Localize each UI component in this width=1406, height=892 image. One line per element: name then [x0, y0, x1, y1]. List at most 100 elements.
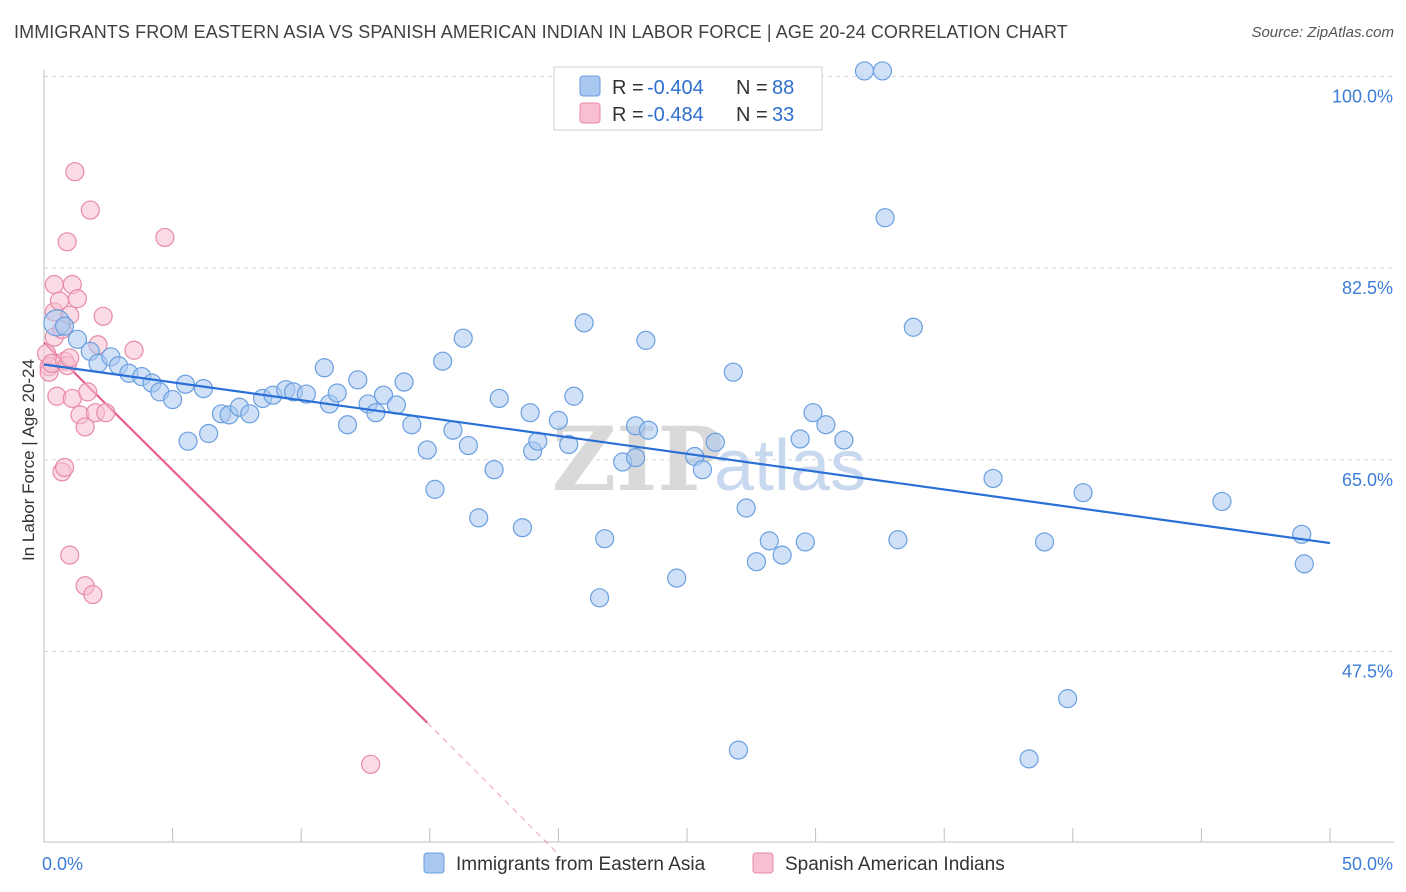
data-point: [314, 358, 334, 378]
y-tick-label: 100.0%: [1332, 86, 1393, 106]
data-point: [402, 415, 422, 435]
data-point: [903, 317, 923, 337]
series-legend-swatch-pink: [752, 852, 774, 874]
data-point: [872, 61, 893, 81]
gridlines: [44, 75, 1394, 652]
data-point: [373, 385, 394, 405]
data-point: [728, 740, 749, 760]
data-point: [772, 545, 792, 565]
y-tick-label: 82.5%: [1342, 278, 1393, 298]
data-point: [75, 417, 95, 437]
data-point: [667, 568, 687, 588]
data-point: [394, 372, 414, 392]
data-point: [67, 289, 88, 309]
x-tick-labels: 0.0% 50.0%: [42, 854, 1393, 874]
axes: [43, 70, 1394, 843]
data-point: [417, 440, 437, 460]
series-legend: Immigrants from Eastern Asia Spanish Ame…: [423, 852, 1005, 875]
data-point: [705, 432, 725, 452]
data-point: [548, 410, 569, 430]
data-point: [240, 404, 260, 424]
data-point: [1212, 491, 1232, 512]
data-point: [875, 208, 895, 228]
trendline-blue: [43, 363, 1331, 545]
data-point: [1019, 749, 1039, 769]
data-point: [854, 61, 875, 81]
y-tick-label: 65.0%: [1342, 470, 1393, 490]
data-point: [366, 403, 386, 423]
data-point: [443, 420, 463, 440]
data-point: [692, 460, 713, 480]
data-point: [816, 415, 836, 435]
data-point: [484, 460, 504, 480]
data-point: [759, 531, 779, 551]
data-point: [155, 227, 175, 248]
data-point: [723, 362, 743, 382]
data-point: [60, 545, 80, 565]
data-point: [489, 388, 509, 409]
data-point: [80, 200, 100, 220]
legend-r-label-2: R =: [612, 104, 644, 126]
data-point: [469, 508, 489, 528]
data-point: [54, 457, 75, 478]
chart-title: IMMIGRANTS FROM EASTERN ASIA VS SPANISH …: [14, 22, 1068, 42]
data-point: [564, 386, 584, 406]
data-point: [803, 403, 823, 423]
trendline-immigrants-eastern-asia: [43, 363, 1331, 545]
legend-r-value-2: -0.484: [647, 104, 704, 126]
data-point: [96, 403, 116, 423]
data-point: [746, 552, 767, 572]
data-point: [636, 330, 656, 350]
legend-swatch-pink: [579, 102, 601, 124]
data-point: [348, 370, 368, 390]
data-point: [54, 316, 75, 336]
legend-r-label-1: R =: [612, 77, 644, 99]
data-point: [559, 434, 579, 455]
source-credit: Source: ZipAtlas.com: [1251, 24, 1394, 41]
data-point: [1073, 483, 1093, 503]
x-tick-label-max: 50.0%: [1342, 854, 1393, 874]
data-point: [93, 306, 113, 326]
y-tick-label: 47.5%: [1342, 662, 1393, 682]
data-point: [327, 383, 347, 403]
points-immigrants-eastern-asia: [43, 61, 1314, 769]
data-point: [57, 232, 77, 252]
data-point: [78, 382, 98, 402]
series-legend-label-blue: Immigrants from Eastern Asia: [456, 854, 706, 875]
series-legend-label-pink: Spanish American Indians: [785, 854, 1005, 875]
data-point: [520, 403, 540, 423]
legend-r-value-1: -0.404: [647, 77, 704, 99]
data-point: [888, 530, 908, 550]
data-point: [595, 529, 615, 549]
data-point: [361, 754, 381, 774]
data-point: [65, 162, 85, 182]
data-point: [296, 384, 316, 404]
legend-n-value-2: 33: [772, 104, 794, 126]
y-axis-label: In Labor Force | Age 20-24: [19, 359, 38, 561]
trendline-pink-extension: [426, 722, 559, 855]
data-point: [386, 395, 406, 415]
data-point: [736, 498, 756, 518]
trendline-spanish-american-indians: [43, 341, 559, 855]
data-point: [425, 479, 445, 499]
data-point: [67, 329, 88, 349]
y-tick-labels: 47.5% 65.0% 82.5% 100.0%: [1332, 86, 1393, 681]
series-legend-swatch-blue: [423, 852, 445, 874]
data-point: [795, 532, 815, 552]
data-point: [589, 588, 610, 608]
data-point: [453, 328, 473, 348]
data-point: [983, 468, 1003, 489]
data-point: [638, 420, 659, 440]
data-point: [625, 448, 646, 468]
legend-n-label-2: N =: [736, 104, 768, 126]
data-point: [163, 389, 183, 410]
data-point: [790, 429, 810, 449]
data-point: [337, 415, 358, 435]
data-point: [458, 435, 478, 456]
legend-swatch-blue: [579, 75, 601, 97]
legend-n-label-1: N =: [736, 77, 768, 99]
data-point: [199, 423, 219, 444]
x-tick-label-min: 0.0%: [42, 854, 83, 874]
data-point: [60, 348, 80, 368]
stats-legend: R = -0.404 N = 88 R = -0.484 N = 33: [553, 66, 823, 131]
